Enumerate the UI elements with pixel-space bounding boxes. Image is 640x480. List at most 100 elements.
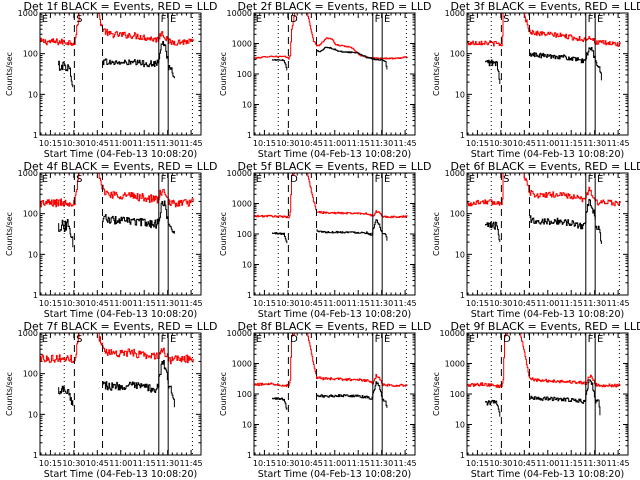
panel-det-2f: Det 2f BLACK = Events, RED = LLD Counts/s…	[219, 0, 432, 160]
events-series-line	[595, 399, 601, 416]
x-tick-label: 11:15	[560, 299, 583, 308]
x-tick-label: 11:45	[394, 459, 417, 468]
lld-series-line	[40, 333, 194, 365]
events-series-line	[316, 46, 383, 61]
y-tick-label: 1	[460, 131, 465, 140]
x-axis-label: Start Time (04-Feb-13 10:08:20)	[258, 469, 411, 480]
marker-label: E	[170, 334, 176, 345]
x-tick-label: 11:30	[370, 139, 393, 148]
lld-series-line	[254, 333, 408, 387]
events-series-line	[595, 225, 602, 244]
y-tick-label: 100	[450, 390, 465, 399]
panel-det-1f: Det 1f BLACK = Events, RED = LLD Counts/s…	[5, 0, 218, 160]
plot-area	[467, 13, 621, 84]
x-tick-label: 11:45	[180, 459, 203, 468]
y-tick-label: 10	[242, 261, 252, 270]
y-axis-label: Counts/sec	[5, 372, 14, 416]
marker-label: E	[384, 174, 390, 185]
y-axis-label: Counts/sec	[219, 212, 228, 256]
panel-title: Det 8f BLACK = Events, RED = LLD	[237, 320, 431, 333]
x-tick-label: 10:15	[39, 139, 62, 148]
events-series-line	[595, 60, 602, 81]
plot-area	[254, 173, 408, 244]
x-tick-label: 10:45	[513, 139, 536, 148]
x-tick-label: 10:15	[466, 299, 489, 308]
x-tick-label: 11:45	[180, 139, 203, 148]
y-axis-label: Counts/sec	[432, 212, 441, 256]
x-axis-label: Start Time (04-Feb-13 10:08:20)	[258, 309, 411, 320]
marker-label: S	[503, 174, 509, 185]
x-tick-label: 10:45	[300, 299, 323, 308]
marker-label: D	[290, 334, 298, 345]
y-tick-label: 10	[455, 250, 465, 259]
events-series-line	[382, 233, 388, 241]
y-tick-label: 10	[28, 90, 38, 99]
x-tick-label: 10:30	[62, 139, 85, 148]
y-tick-label: 10	[455, 90, 465, 99]
marker-label: S	[503, 14, 509, 25]
y-tick-label: 1000	[18, 169, 38, 178]
panel-det-4f: Det 4f BLACK = Events, RED = LLD Counts/s…	[5, 160, 218, 320]
y-tick-label: 10000	[440, 329, 465, 338]
marker-label: E	[256, 14, 262, 25]
panel-title: Det 4f BLACK = Events, RED = LLD	[23, 160, 217, 173]
x-axis-label: Start Time (04-Feb-13 10:08:20)	[258, 149, 411, 160]
marker-label: F	[375, 174, 381, 185]
x-axis-label: Start Time (04-Feb-13 10:08:20)	[44, 149, 197, 160]
y-tick-label: 1	[247, 451, 252, 460]
y-tick-label: 100	[450, 50, 465, 59]
marker-label: F	[161, 14, 167, 25]
x-tick-label: 11:00	[109, 299, 132, 308]
marker-label: E	[170, 14, 176, 25]
x-tick-label: 11:00	[323, 459, 346, 468]
marker-label: S	[76, 14, 82, 25]
y-axis-label: Counts/sec	[432, 52, 441, 96]
panel-title: Det 9f BLACK = Events, RED = LLD	[450, 320, 640, 333]
events-series-line	[168, 65, 175, 79]
x-tick-label: 11:15	[133, 299, 156, 308]
y-tick-label: 10000	[227, 329, 252, 338]
lld-series-line	[467, 173, 621, 207]
y-tick-label: 1	[460, 291, 465, 300]
lld-series-line	[254, 173, 408, 219]
y-tick-label: 1	[33, 451, 38, 460]
x-tick-label: 11:30	[370, 459, 393, 468]
events-series-line	[102, 360, 169, 393]
marker-label: F	[375, 14, 381, 25]
x-tick-label: 10:45	[513, 459, 536, 468]
x-tick-label: 11:30	[156, 459, 179, 468]
x-axis-label: Start Time (04-Feb-13 10:08:20)	[44, 309, 197, 320]
x-tick-label: 10:15	[253, 139, 276, 148]
plot-area	[40, 13, 194, 88]
events-series-line	[58, 385, 74, 406]
y-tick-label: 10000	[227, 169, 252, 178]
marker-label: F	[161, 174, 167, 185]
panel-title: Det 1f BLACK = Events, RED = LLD	[23, 0, 217, 13]
marker-label: D	[503, 334, 511, 345]
y-tick-label: 1	[247, 131, 252, 140]
panel-title: Det 6f BLACK = Events, RED = LLD	[450, 160, 640, 173]
y-tick-label: 10	[28, 250, 38, 259]
y-tick-label: 1000	[232, 40, 252, 49]
x-tick-label: 10:30	[489, 139, 512, 148]
marker-label: E	[469, 334, 475, 345]
plot-frame	[39, 332, 202, 456]
marker-label: F	[375, 334, 381, 345]
plot-area	[40, 173, 194, 248]
x-tick-label: 10:45	[300, 459, 323, 468]
marker-label: E	[170, 174, 176, 185]
events-series-line	[58, 60, 74, 88]
x-tick-label: 10:15	[253, 459, 276, 468]
x-axis-label: Start Time (04-Feb-13 10:08:20)	[471, 469, 624, 480]
events-series-line	[485, 399, 501, 417]
x-tick-label: 11:15	[347, 459, 370, 468]
x-tick-label: 10:45	[86, 139, 109, 148]
events-series-line	[529, 47, 596, 64]
x-tick-label: 11:00	[109, 139, 132, 148]
x-tick-label: 11:45	[394, 299, 417, 308]
x-tick-label: 11:00	[323, 299, 346, 308]
y-tick-label: 1	[247, 291, 252, 300]
y-tick-label: 1000	[445, 9, 465, 18]
y-tick-label: 1000	[18, 329, 38, 338]
